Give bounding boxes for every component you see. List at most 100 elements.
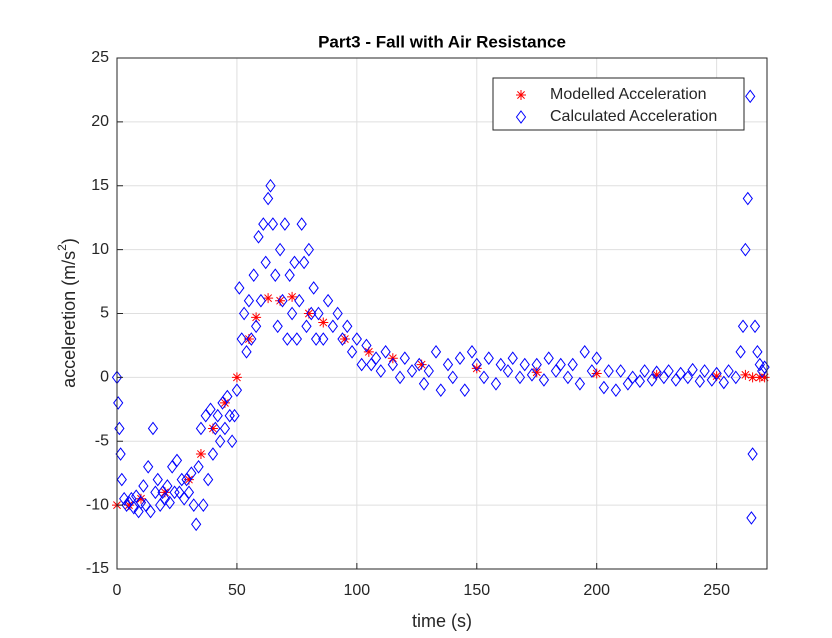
asterisk-point [219, 397, 230, 408]
asterisk-point [711, 371, 722, 382]
diamond-point [138, 479, 149, 493]
diamond-point [236, 332, 247, 346]
diamond-point [543, 351, 554, 366]
diamond-point [277, 293, 288, 308]
diamond-point [133, 504, 144, 519]
diamond-point [243, 293, 255, 308]
diamond-point [215, 434, 226, 449]
diamond-point [212, 408, 223, 423]
diamond-point [418, 376, 430, 391]
diamond-point [114, 421, 125, 436]
diamond-point [740, 242, 751, 257]
diamond-point [265, 178, 276, 193]
diamond-point [502, 364, 514, 378]
diamond-point [186, 466, 197, 481]
diamond-point [332, 306, 343, 321]
diamond-point [159, 491, 171, 506]
diamond-point [255, 293, 267, 308]
y-tick-label: 20 [91, 113, 109, 130]
diamond-point [711, 366, 722, 381]
asterisk-point [263, 293, 274, 304]
legend-label: Calculated Acceleration [550, 108, 717, 125]
diamond-point [687, 362, 698, 377]
diamond-point [128, 500, 139, 515]
diamond-point [195, 421, 207, 436]
diamond-point [747, 447, 758, 461]
diamond-point [306, 306, 317, 321]
diamond-point [164, 495, 175, 510]
diamond-point [291, 332, 303, 346]
diamond-point [210, 421, 221, 436]
diamond-point [627, 370, 638, 385]
diamond-point [207, 447, 219, 461]
diamond-point [749, 319, 761, 334]
x-tick-label: 0 [113, 582, 122, 599]
diamond-point [742, 191, 753, 206]
y-tick-label: 15 [91, 177, 109, 194]
diamond-point [471, 357, 482, 372]
diamond-point [466, 344, 478, 359]
asterisk-point [123, 500, 134, 511]
y-label-sup: 2 [55, 244, 69, 251]
asterisk-point [591, 368, 602, 379]
diamond-point [346, 344, 358, 359]
diamond-point [342, 319, 353, 334]
diamond-point [222, 389, 233, 404]
asterisk-point [135, 493, 146, 504]
asterisk-point [416, 359, 427, 370]
diamond-point [675, 366, 686, 381]
diamond-point [757, 364, 768, 378]
diamond-point [150, 485, 161, 500]
diamond-point [123, 495, 135, 510]
diamond-point [483, 351, 494, 366]
diamond-point [227, 434, 238, 449]
diamond-point [116, 472, 127, 487]
asterisk-point [287, 291, 298, 302]
diamond-point [646, 373, 657, 387]
diamond-point [495, 357, 506, 372]
diamond-point [301, 319, 312, 334]
diamond-point [119, 491, 130, 506]
diamond-point [478, 370, 490, 385]
asterisk-point [251, 312, 262, 323]
diamond-point [241, 344, 252, 359]
diamond-point [294, 293, 305, 308]
diamond-point [248, 268, 259, 283]
diamond-point [205, 402, 216, 417]
diamond-point [267, 217, 279, 231]
diamond-point [663, 364, 674, 378]
diamond-point [586, 364, 598, 378]
diamond-point [745, 89, 756, 104]
diamond-point [406, 364, 418, 378]
diamond-point [490, 376, 502, 391]
y-tick-label: -10 [86, 496, 109, 513]
diamond-point [380, 344, 391, 359]
diamond-point [231, 383, 243, 397]
diamond-point [615, 364, 626, 378]
diamond-point [282, 332, 293, 346]
diamond-point [598, 380, 610, 395]
diamond-point [759, 360, 770, 374]
diamond-point [272, 319, 283, 334]
diamond-point [310, 332, 322, 346]
diamond-point [296, 217, 307, 231]
diamond-point [399, 351, 410, 366]
diamond-point [198, 498, 209, 512]
legend-marker [516, 90, 526, 100]
marks [111, 89, 770, 532]
diamond-point [147, 421, 159, 436]
diamond-point [591, 351, 602, 366]
diamond-point [327, 319, 338, 334]
diamond-point [286, 306, 298, 321]
diamond-point [176, 472, 187, 487]
x-axis-label: time (s) [412, 611, 472, 631]
diamond-point [603, 364, 614, 378]
diamond-point [442, 357, 454, 372]
legend: Modelled Acceleration Calculated Accelera… [492, 77, 745, 131]
asterisk-point [318, 317, 329, 328]
diamond-point [531, 357, 542, 372]
diamond-point [289, 255, 300, 270]
diamond-point [526, 367, 538, 382]
diamond-point [203, 472, 214, 487]
diamond-point [308, 281, 319, 295]
